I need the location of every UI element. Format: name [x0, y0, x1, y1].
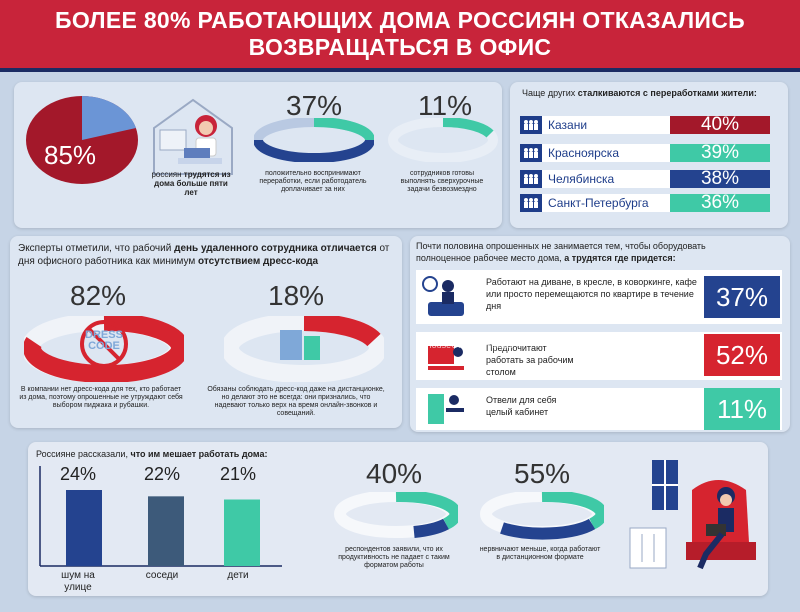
- bar-3: [224, 499, 260, 566]
- donut2-value: 11%: [418, 90, 472, 121]
- city-value: 38%: [670, 168, 770, 189]
- donut-chart-40: [334, 492, 458, 538]
- pie-caption-bold: трудятся из дома больше пяти лет: [154, 170, 231, 197]
- dress-left-value: 82%: [70, 280, 127, 311]
- dress-left-caption: В компании нет дресс-кода для тех, кто р…: [19, 386, 183, 409]
- dress-right-caption: Обязаны соблюдать дресс-код даже на дист…: [207, 386, 385, 417]
- cities-heading-plain: Чаще других: [522, 88, 576, 98]
- city-row-chelyabinsk: Челябинска 38%: [520, 168, 770, 189]
- intro-plain-1: Эксперты отметили, что рабочий: [18, 243, 172, 254]
- obstacles-bar-chart: [39, 466, 282, 567]
- donut1-caption: положительно воспринимают переработки, е…: [259, 170, 367, 193]
- city-value: 36%: [670, 192, 770, 213]
- bar-category-label: соседи: [145, 570, 179, 581]
- people-icon: [520, 194, 542, 212]
- obstacles-donut2-caption: нервничают меньше, когда работают в дист…: [479, 546, 601, 561]
- people-icon: [520, 116, 542, 134]
- city-row-kazan: Казани 40%: [520, 114, 770, 135]
- city-name: Челябинска: [548, 172, 615, 186]
- city-value: 39%: [670, 142, 770, 163]
- donut2-caption: сотрудников готовы выполнять сверхурочны…: [400, 170, 484, 193]
- city-name: Санкт-Петербурга: [548, 196, 649, 210]
- house-woman-illustration: [153, 98, 233, 175]
- pie-caption: россиян трудятся из дома больше пяти лет: [148, 170, 234, 197]
- obstacles-heading-bold: что им мешает работать дома:: [130, 449, 268, 459]
- dress-code-intro: Эксперты отметили, что рабочий день удал…: [18, 242, 398, 268]
- bar-value-label: 22%: [143, 464, 181, 484]
- bar-1: [66, 490, 102, 566]
- city-row-krasnoyarsk: Красноярска 39%: [520, 142, 770, 163]
- stamp-line-2: CODE: [88, 340, 120, 352]
- city-value: 40%: [670, 114, 770, 135]
- workplace-text: Предпочитают работать за рабочим столом: [486, 343, 574, 377]
- header-banner: БОЛЕЕ 80% РАБОТАЮЩИХ ДОМА РОССИЯН ОТКАЗА…: [0, 0, 800, 72]
- workplace-value-sofa: 37%: [704, 276, 780, 318]
- intro-bold-1: день удаленного сотрудника отличается: [174, 243, 377, 254]
- city-row-spb: Санкт-Петербурга 36%: [520, 192, 770, 213]
- donut-chart-11: [388, 118, 498, 162]
- page-title: БОЛЕЕ 80% РАБОТАЮЩИХ ДОМА РОССИЯН ОТКАЗА…: [55, 7, 745, 61]
- bar-value-label: 21%: [219, 464, 257, 484]
- workplace-intro: Почти половина опрошенных не занимается …: [416, 240, 756, 264]
- stamp-line-1: DRESS: [85, 329, 123, 341]
- obstacles-donut1-caption: респондентов заявили, что их продуктивно…: [338, 546, 450, 569]
- city-name: Красноярска: [548, 146, 619, 160]
- obstacles-heading: Россияне рассказали, что им мешает работ…: [36, 448, 336, 461]
- armchair-woman-illustration: [629, 460, 756, 570]
- workplace-text: Отвели для себя целый кабинет: [486, 395, 557, 417]
- bar-2: [148, 496, 184, 566]
- workplace-value-cabinet: 11%: [704, 388, 780, 430]
- dress-right-value: 18%: [268, 280, 325, 311]
- cities-heading-bold: сталкиваются с переработками жители:: [577, 88, 757, 98]
- pie-caption-plain: россиян: [151, 170, 182, 179]
- title-line-2: ВОЗВРАЩАТЬСЯ В ОФИС: [248, 34, 552, 60]
- people-icon: [520, 144, 542, 162]
- intro-plain-2: от дня офисного работника как минимум: [18, 243, 390, 267]
- obstacles-donut2-value: 55%: [514, 458, 571, 489]
- obstacles-panel: Россияне рассказали, что им мешает работ…: [28, 442, 768, 596]
- workplace-text: Работают на диване, в кресле, в коворкин…: [486, 277, 697, 311]
- donut-chart-18: [224, 316, 384, 382]
- workplace-intro-bold: а трудятся где придется:: [564, 253, 676, 263]
- pie-chart-85: [26, 95, 138, 184]
- workplace-value-desk: 52%: [704, 334, 780, 376]
- bar-value-label: 24%: [59, 464, 97, 484]
- donut-chart-82: [24, 316, 184, 382]
- bar-category-label: шум на улице: [61, 570, 95, 593]
- obstacles-donut1-value: 40%: [366, 458, 423, 489]
- donut-chart-55: [480, 492, 604, 540]
- donut1-value: 37%: [286, 90, 343, 121]
- donut-chart-37: [254, 118, 374, 162]
- city-name: Казани: [548, 118, 588, 132]
- cities-heading: Чаще других сталкиваются с переработками…: [522, 88, 778, 99]
- workplace-panel: Почти половина опрошенных не занимается …: [410, 236, 790, 432]
- dress-code-panel: Эксперты отметили, что рабочий день удал…: [10, 236, 402, 428]
- cities-panel: Чаще других сталкиваются с переработками…: [510, 82, 788, 228]
- obstacles-heading-plain: Россияне рассказали,: [36, 449, 128, 459]
- pie-value: 85%: [44, 140, 97, 170]
- cabinet-worker-icon: [428, 394, 464, 424]
- sofa-worker-icon: [422, 276, 464, 316]
- top-stats-panel: 85% россиян трудятся из дома больше пяти…: [14, 82, 502, 228]
- people-icon: [520, 170, 542, 188]
- desk-worker-icon: [428, 346, 464, 370]
- workplace-intro-plain: Почти половина опрошенных не занимается …: [416, 241, 706, 263]
- dress-code-stamp: DRESS CODE: [78, 330, 130, 352]
- title-line-1: БОЛЕЕ 80% РАБОТАЮЩИХ ДОМА РОССИЯН ОТКАЗА…: [54, 7, 745, 33]
- watermark: @HouseOfCardsRussia: [416, 340, 513, 350]
- intro-bold-2: отсутствием дресс-кода: [198, 256, 319, 267]
- bar-category-label: дети: [227, 570, 249, 581]
